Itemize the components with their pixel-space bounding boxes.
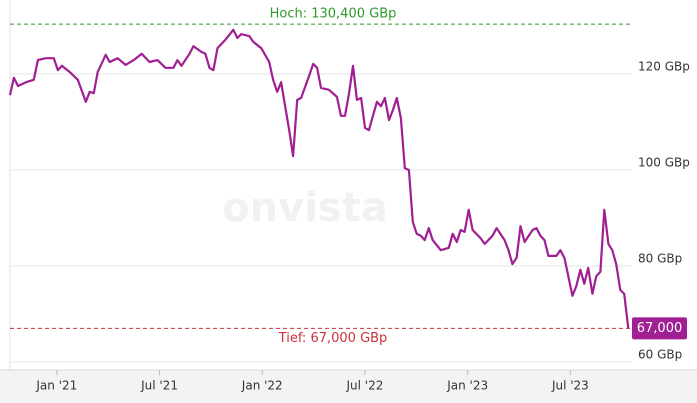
annotation-label: Hoch: 130,400 GBp [270,7,397,22]
price-line [8,28,630,329]
last-value-label: 67,000 [637,321,683,336]
x-tick-label: Jul '21 [140,379,178,393]
y-tick-label: 120 GBp [638,60,690,74]
x-tick-label: Jan '22 [241,379,283,393]
x-axis-band [0,370,697,403]
x-tick-label: Jul '23 [551,379,589,393]
x-tick-label: Jul '22 [346,379,384,393]
y-tick-label: 80 GBp [638,251,682,265]
y-tick-label: 60 GBp [638,347,682,361]
annotation-label: Tief: 67,000 GBp [278,331,388,346]
x-tick-label: Jan '23 [446,379,488,393]
y-tick-label: 100 GBp [638,156,690,170]
x-tick-label: Jan '21 [35,379,77,393]
last-value-badge [632,317,687,340]
watermark: onvista [222,185,388,231]
